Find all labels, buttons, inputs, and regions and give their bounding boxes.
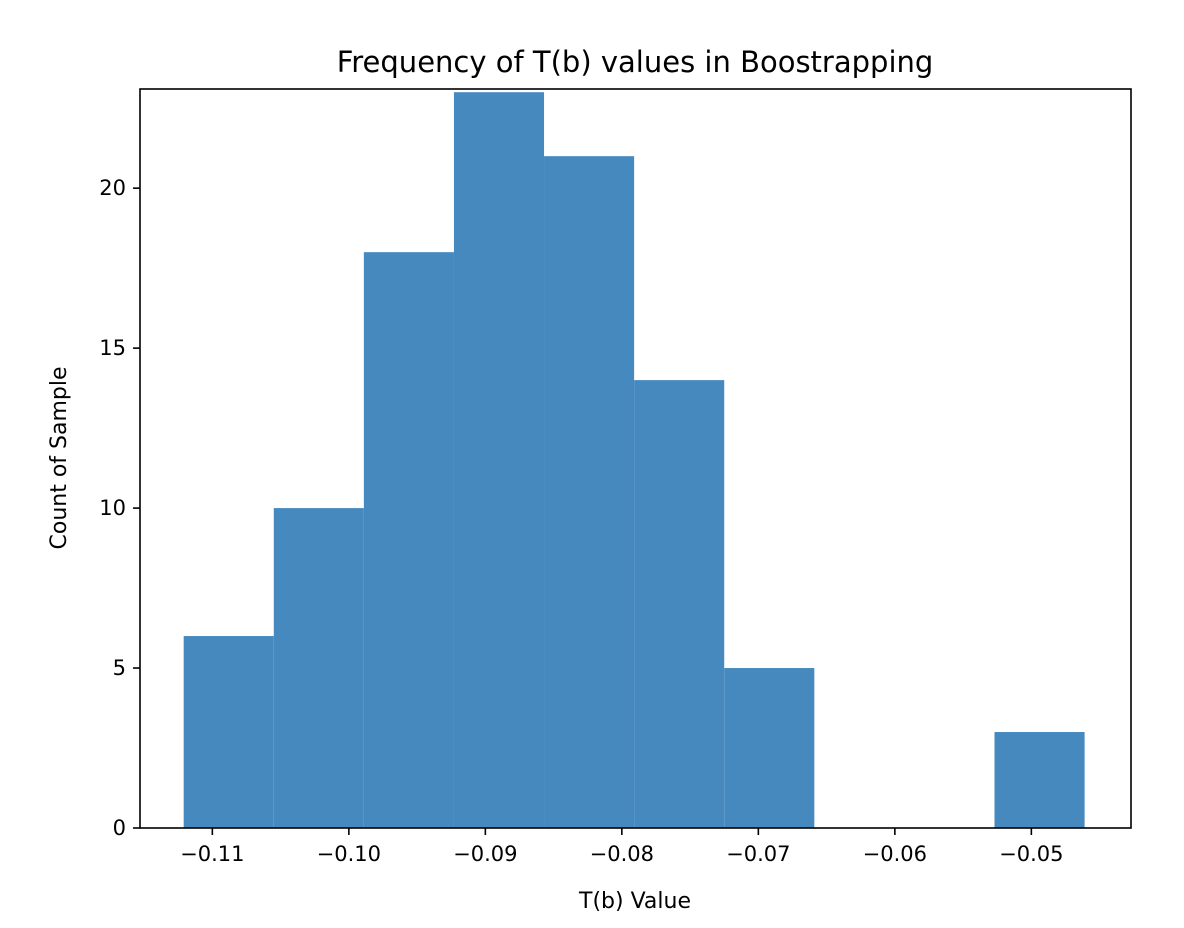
x-tick-label-0: −0.11 <box>180 842 244 866</box>
x-tick-label-6: −0.05 <box>999 842 1063 866</box>
y-tick-label-0: 0 <box>113 816 126 840</box>
y-tick-label-2: 10 <box>99 496 126 520</box>
histogram-bar-6 <box>724 668 815 828</box>
histogram-bar-3 <box>453 92 545 828</box>
bars-group <box>183 92 1085 828</box>
x-tick-label-2: −0.09 <box>453 842 517 866</box>
plot-frame <box>139 88 1132 829</box>
chart-title: Frequency of T(b) values in Boostrapping <box>337 45 934 79</box>
y-tick-label-3: 15 <box>99 336 126 360</box>
y-tick-label-4: 20 <box>99 176 126 200</box>
y-axis-label: Count of Sample <box>47 366 72 549</box>
x-tick-label-1: −0.10 <box>317 842 381 866</box>
histogram-bar-1 <box>273 508 364 828</box>
histogram-bar-0 <box>183 636 274 828</box>
x-tick-label-5: −0.06 <box>863 842 927 866</box>
y-tick-label-1: 5 <box>113 656 126 680</box>
x-tick-label-3: −0.08 <box>590 842 654 866</box>
y-axis-ticks: 0 5 10 15 20 <box>99 176 140 840</box>
x-axis-label: T(b) Value <box>578 889 691 914</box>
x-tick-label-4: −0.07 <box>726 842 790 866</box>
histogram-bar-2 <box>363 252 454 828</box>
x-axis-ticks: −0.11 −0.10 −0.09 −0.08 −0.07 −0.06 −0.05 <box>180 828 1064 866</box>
histogram-bar-4 <box>544 156 635 828</box>
histogram-bar-5 <box>634 380 725 828</box>
histogram-bar-9 <box>994 732 1085 828</box>
